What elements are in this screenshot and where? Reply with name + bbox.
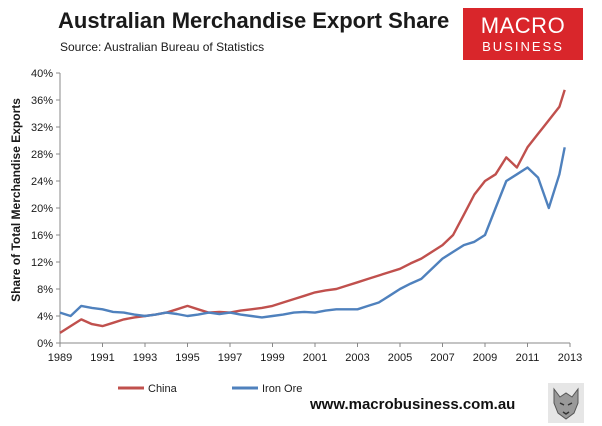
y-tick-label: 36%: [31, 95, 53, 107]
y-ticks: 0% 4% 8% 12% 16% 20% 24% 28% 32% 36% 40%: [31, 68, 60, 350]
y-tick-label: 32%: [31, 122, 53, 134]
macrobusiness-logo[interactable]: MACRO BUSINESS: [463, 8, 583, 60]
x-tick-label: 1999: [260, 352, 284, 364]
y-tick-label: 4%: [37, 311, 53, 323]
x-tick-label: 2001: [303, 352, 327, 364]
y-tick-label: 12%: [31, 257, 53, 269]
legend-label-iron-ore: Iron Ore: [262, 383, 302, 395]
y-tick-label: 8%: [37, 284, 53, 296]
legend-label-china: China: [148, 383, 178, 395]
y-tick-label: 20%: [31, 203, 53, 215]
logo-line-2: BUSINESS: [482, 39, 564, 54]
y-tick-label: 28%: [31, 149, 53, 161]
x-tick-label: 1995: [175, 352, 199, 364]
x-tick-label: 2005: [388, 352, 412, 364]
x-tick-label: 2013: [558, 352, 582, 364]
x-tick-label: 2003: [345, 352, 369, 364]
x-ticks: 1989 1991 1993 1995 1997 1999 2001 2003 2005 2007…: [48, 343, 582, 364]
y-tick-label: 16%: [31, 230, 53, 242]
x-tick-label: 2011: [516, 352, 540, 364]
x-tick-label: 1991: [90, 352, 114, 364]
y-tick-label: 24%: [31, 176, 53, 188]
series-layer: [59, 89, 566, 334]
chart-title: Australian Merchandise Export Share: [58, 8, 450, 33]
y-tick-label: 0%: [37, 338, 53, 350]
x-tick-label: 2009: [473, 352, 497, 364]
legend: China Iron Ore: [118, 383, 302, 395]
website-url[interactable]: www.macrobusiness.com.au: [310, 396, 516, 413]
x-tick-label: 1997: [218, 352, 242, 364]
x-tick-label: 2007: [430, 352, 454, 364]
wolf-logo-icon: [548, 383, 584, 423]
chart-subtitle: Source: Australian Bureau of Statistics: [60, 40, 265, 54]
series-line-iron-ore: [59, 147, 566, 319]
plot-area: 0%4%8%12%16%20%24%28%32%36%40% 1989 1991 1…: [31, 68, 582, 364]
y-axis-label: Share of Total Merchandise Exports: [9, 98, 23, 302]
x-tick-label: 1989: [48, 352, 72, 364]
x-tick-label: 1993: [133, 352, 157, 364]
series-line-china: [59, 89, 566, 334]
y-tick-label: 40%: [31, 68, 53, 80]
logo-line-1: MACRO: [480, 13, 566, 38]
